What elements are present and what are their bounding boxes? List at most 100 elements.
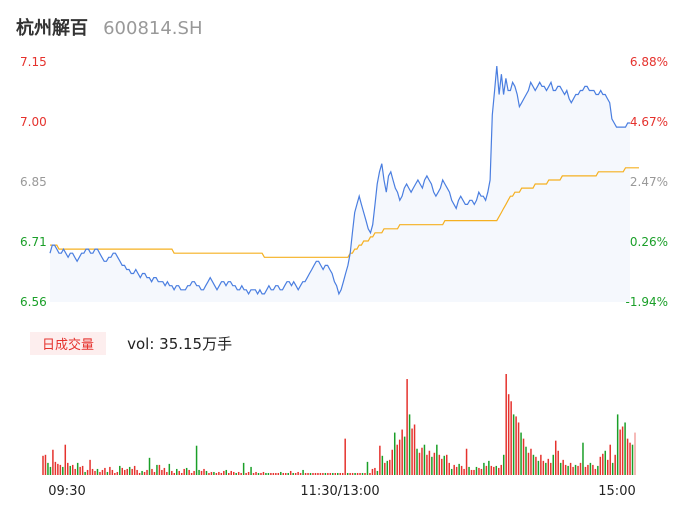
volume-bar [161,469,163,475]
volume-label: vol: 35.15万手 [127,335,233,353]
volume-bar [346,472,349,475]
volume-bar [116,471,119,475]
volume-bar [401,429,403,475]
volume-bar [582,442,584,475]
volume-bar [438,454,441,475]
stock-name: 杭州解百 [16,18,88,39]
volume-bar [564,464,567,475]
volume-bar [54,461,57,475]
volume-bar [470,469,473,475]
volume-bar [411,428,413,475]
volume-bar [86,469,89,475]
volume-bar [133,465,136,475]
volume-bar [71,464,74,475]
volume-bar [490,465,493,475]
volume-bar [426,454,428,475]
volume-bar [69,465,71,475]
volume-bar [480,468,483,475]
volume-bar [304,472,307,475]
volume-bar [307,472,309,475]
y-tick-left: 7.15 [20,55,47,69]
volume-bar [215,472,218,475]
y-tick-right: 2.47% [630,175,668,189]
volume-bar [299,472,302,475]
volume-bar [416,448,418,475]
volume-bar [275,472,277,475]
chart-header: 杭州解百 600814.SH [16,14,203,39]
volume-bar [185,467,188,475]
price-lines [49,66,639,296]
volume-bar [522,438,525,475]
volume-bar [126,468,128,475]
volume-bar [64,444,67,475]
volume-bar [634,432,636,475]
volume-bar [94,470,96,475]
volume-bar [344,438,346,475]
volume-bar [493,466,495,475]
volume-bar [351,472,354,475]
volume-bar [579,462,582,475]
volume-bar [369,472,371,475]
volume-bar [242,462,245,475]
volume-bar [128,466,131,475]
volume-bar [141,470,143,475]
volume-bar [81,465,84,475]
volume-bar [138,472,141,475]
volume-bar [379,445,381,475]
volume-bar [436,444,438,475]
y-tick-right: 6.88% [630,55,668,69]
volume-bar [280,471,282,475]
volume-bar [287,472,289,475]
volume-bar [376,470,379,475]
volume-bar [260,472,262,475]
volume-bar [403,436,406,475]
volume-bar [96,468,99,475]
volume-bar [337,472,339,475]
volume-bar [121,467,124,475]
volume-bar [607,459,609,475]
volume-bar [252,472,255,475]
volume-bar [624,422,626,475]
volume-bar [431,456,433,475]
y-tick-right: -1.94% [626,295,668,309]
volume-bar [282,472,285,475]
volume-bar [537,460,540,475]
volume-bar [148,457,151,475]
volume-bar [597,465,599,475]
volume-bar [119,465,121,475]
volume-bar [91,468,94,475]
volume-bar [178,470,180,475]
volume-bar [309,472,312,475]
volume-bar [292,472,294,475]
volume-bar [366,461,369,475]
volume-bar [559,462,562,475]
volume-bar [495,465,498,475]
volume-bar [448,462,450,475]
volume-bar [319,472,322,475]
volume-bar [131,468,133,475]
x-tick-label: 11:30/13:00 [300,484,379,499]
volume-bar [502,454,505,475]
volume-bar [237,471,240,475]
price-area [50,66,630,302]
volume-bar [47,462,49,475]
volume-bar [176,468,178,475]
volume-bar [374,467,376,475]
volume-bar [294,472,297,475]
volume-bar [602,453,604,475]
volume-bar [218,471,220,475]
volume-bar [515,416,517,475]
volume-bar [609,444,611,475]
volume-bar [384,462,386,475]
volume-bar [151,468,153,475]
volume-bar [465,448,468,475]
stock-code: 600814.SH [103,18,203,39]
volume-bar [413,424,416,475]
volume-bar [198,469,200,475]
volume-bar [592,464,594,475]
x-tick-label: 09:30 [48,484,85,499]
volume-bar [190,472,193,475]
volume-bar [406,379,408,475]
volume-bar [594,468,597,475]
